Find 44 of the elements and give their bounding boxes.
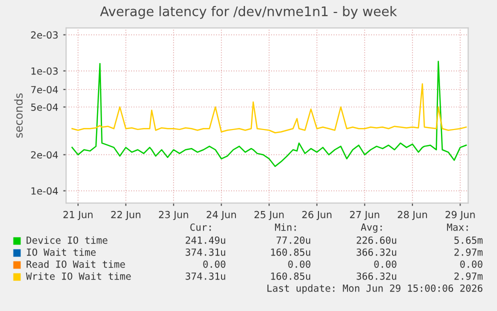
text: Cur: <box>190 223 211 231</box>
text: 0.00 <box>288 260 310 268</box>
text: 160.85u <box>271 272 310 280</box>
x-tick-label: 28 Jun <box>398 210 427 220</box>
text: 0.00 <box>203 260 226 268</box>
text: Last update: Mon Jun 29 15:00:06 2026 <box>267 284 482 294</box>
text: 2.97m <box>454 248 483 256</box>
text: 366.32u <box>356 272 396 280</box>
legend-label: Read IO Wait time <box>26 260 125 268</box>
y-tick-label: 2e-04 <box>31 151 58 159</box>
legend-label: Device IO time <box>26 236 108 244</box>
line-series <box>71 60 467 167</box>
y-tick-label: 2e-03 <box>31 31 58 39</box>
y-axis-title: seconds <box>14 93 23 138</box>
text: 0.00 <box>374 260 396 268</box>
text: 160.85u <box>271 248 310 256</box>
x-tick-label: 26 Jun <box>302 210 332 220</box>
y-tick-label: 1e-03 <box>31 67 58 75</box>
x-tick-label: 25 Jun <box>254 210 284 220</box>
legend-label: IO Wait time <box>26 248 96 256</box>
text: 0.00 <box>460 260 482 268</box>
x-tick-label: 29 Jun <box>446 210 475 220</box>
x-tick-label: 22 Jun <box>111 210 140 220</box>
x-tick-label: 23 Jun <box>158 210 188 220</box>
text: 2.97m <box>454 272 483 280</box>
text: Max: <box>447 224 468 231</box>
text: 77.20u <box>276 236 310 244</box>
y-tick-label: 5e-04 <box>31 103 58 111</box>
chart-title: Average latency for /dev/nvme1n1 - by week <box>100 6 397 19</box>
y-tick-label: 1e-04 <box>31 187 58 195</box>
text: 226.60u <box>356 236 396 244</box>
legend-label: Write IO Wait time <box>26 272 131 280</box>
text: Avg: <box>360 224 382 233</box>
text: 366.32u <box>356 248 396 256</box>
x-tick-label: 27 Jun <box>350 210 380 220</box>
x-tick-label: 24 Jun <box>206 210 236 220</box>
text: Min: <box>275 223 296 231</box>
y-tick-label: 7e-04 <box>31 86 58 94</box>
x-tick-label: 21 Jun <box>63 210 93 220</box>
text: 374.31u <box>186 272 226 280</box>
text: 241.49u <box>186 236 226 244</box>
text: 374.31u <box>186 248 226 256</box>
line-series <box>71 83 467 134</box>
text: 5.65m <box>454 236 483 244</box>
